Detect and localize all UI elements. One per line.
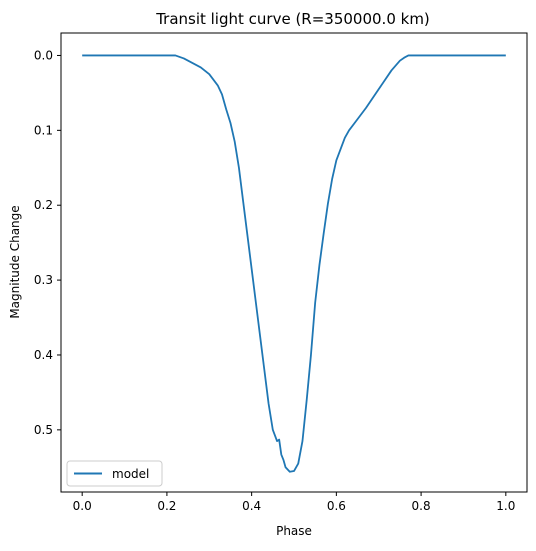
legend-label-model: model [112, 467, 149, 481]
x-tick-label: 1.0 [496, 499, 515, 513]
y-tick-label: 0.0 [34, 48, 53, 62]
y-axis-label: Magnitude Change [8, 205, 22, 318]
plot-frame [61, 33, 527, 492]
x-tick-label: 0.6 [327, 499, 346, 513]
chart-title: Transit light curve (R=350000.0 km) [155, 10, 430, 28]
x-tick-label: 0.8 [412, 499, 431, 513]
x-axis-label: Phase [276, 524, 312, 538]
y-tick-label: 0.3 [34, 273, 53, 287]
x-tick-label: 0.4 [242, 499, 261, 513]
y-tick-label: 0.2 [34, 198, 53, 212]
y-tick-label: 0.1 [34, 123, 53, 137]
plot-area: 0.0 0.2 0.4 0.6 0.8 1.0 0.0 0.1 0.2 0.3 0.4 0.5 [34, 48, 515, 513]
y-tick-label: 0.4 [34, 348, 53, 362]
y-tick-label: 0.5 [34, 423, 53, 437]
legend: model [67, 461, 162, 486]
x-tick-label: 0.0 [73, 499, 92, 513]
x-tick-label: 0.2 [157, 499, 176, 513]
series-line-model [82, 55, 506, 471]
